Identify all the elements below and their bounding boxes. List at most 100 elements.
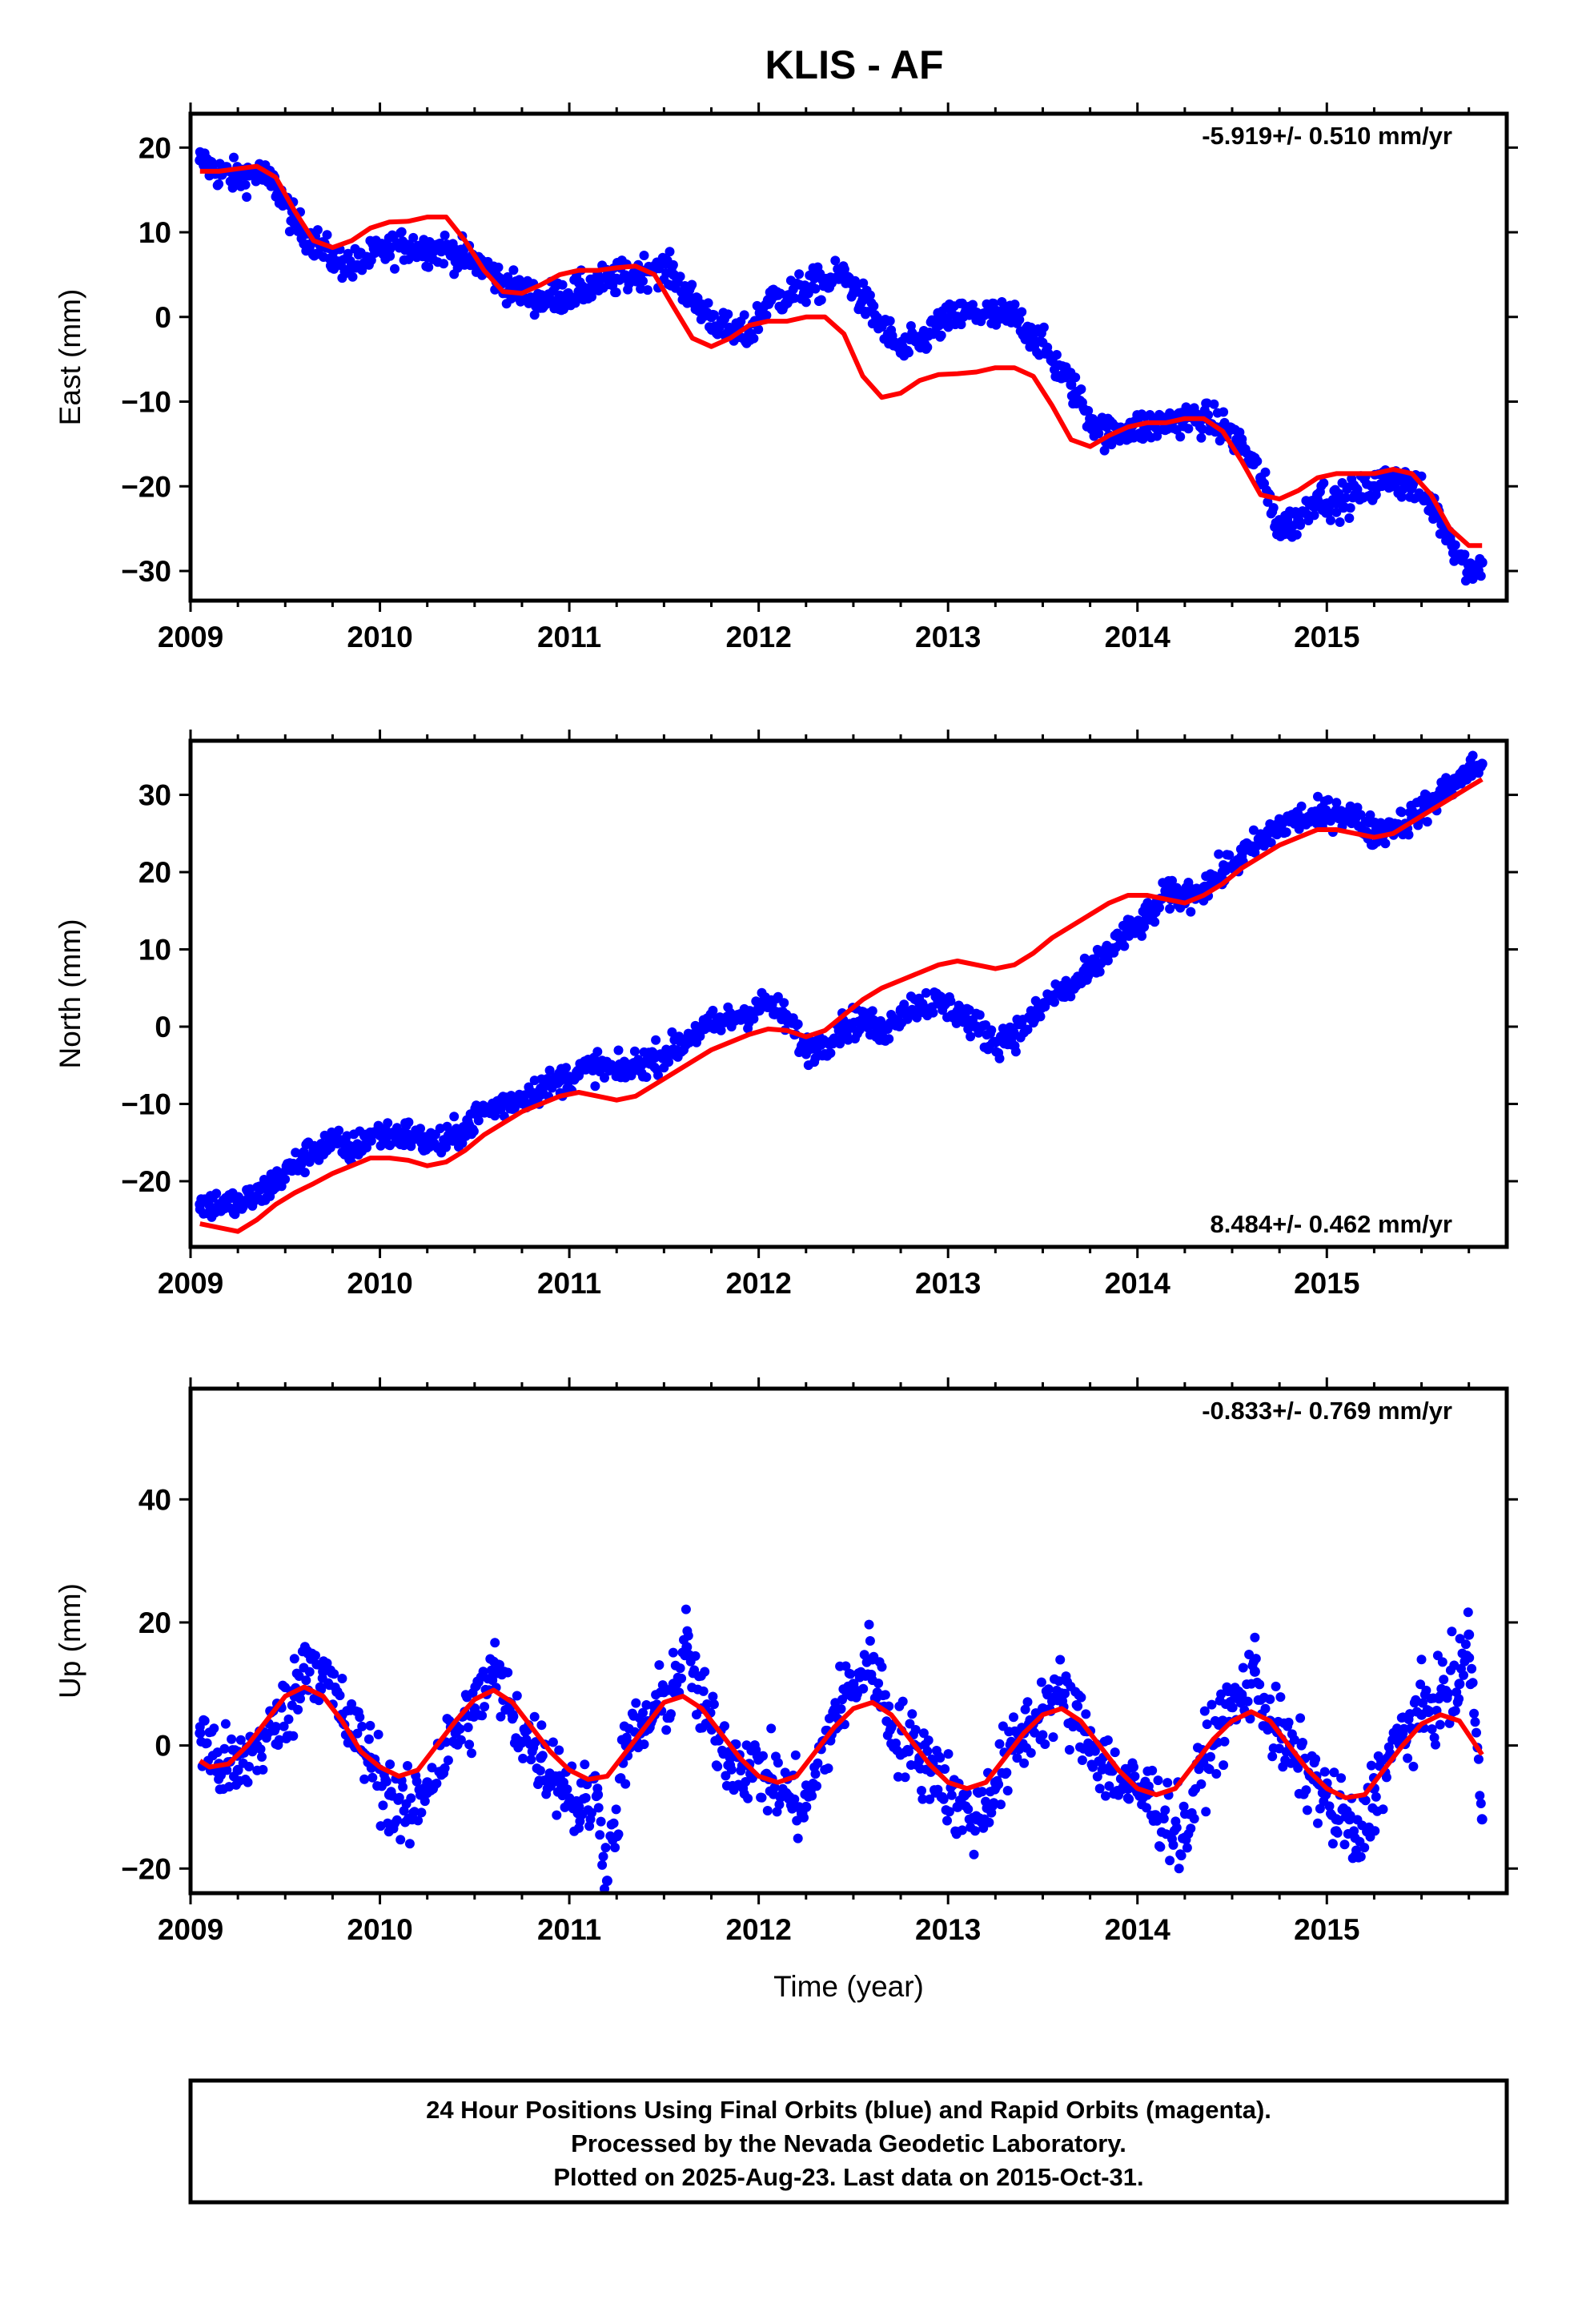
up-data-point — [721, 1771, 731, 1781]
up-frame — [188, 1386, 1509, 1896]
east-y-axis-label: East (mm) — [54, 289, 86, 426]
up-data-point — [1227, 1703, 1238, 1713]
east-data-point — [1175, 432, 1186, 442]
up-data-point — [496, 1711, 506, 1722]
east-data-point — [723, 309, 733, 320]
north-data-point — [966, 1031, 976, 1042]
up-data-point — [600, 1884, 609, 1893]
up-data-point — [295, 1694, 305, 1704]
up-data-point — [529, 1711, 540, 1722]
east-data-point — [675, 271, 685, 282]
north-data-point — [1296, 801, 1307, 811]
up-data-point — [935, 1753, 946, 1763]
up-data-point — [918, 1728, 929, 1739]
up-data-point — [391, 1815, 402, 1825]
up-model-line — [199, 1684, 1484, 1800]
up-data-point — [812, 1781, 821, 1791]
up-data-point — [335, 1691, 345, 1701]
up-data-point — [1124, 1794, 1134, 1804]
up-data-point — [922, 1746, 933, 1756]
north-velocity-label: 8.484+/- 0.462 mm/yr — [1211, 1210, 1452, 1238]
north-data-point — [1186, 907, 1196, 917]
up-y-axis-label: Up (mm) — [54, 1583, 86, 1699]
north-y-tick-label: 30 — [139, 779, 171, 812]
up-data-point — [1468, 1678, 1478, 1688]
east-data-point — [1209, 399, 1219, 409]
up-y-tick-label: 0 — [155, 1730, 171, 1763]
up-data-point — [1204, 1764, 1215, 1775]
up-data-point — [1371, 1791, 1381, 1802]
east-data-point — [687, 279, 697, 290]
up-data-point — [864, 1619, 874, 1630]
up-data-point — [227, 1734, 237, 1744]
north-data-point — [230, 1209, 240, 1220]
east-data-point — [1051, 350, 1062, 360]
east-data-point — [1326, 515, 1335, 525]
up-data-point — [526, 1755, 536, 1765]
up-data-point — [488, 1675, 498, 1686]
up-data-point — [587, 1807, 596, 1818]
east-data-point — [936, 330, 946, 340]
north-data-point — [641, 1072, 652, 1082]
up-data-point — [352, 1728, 363, 1739]
north-y-tick-label: 10 — [139, 934, 171, 967]
east-data-point — [801, 297, 811, 308]
up-data-point — [463, 1723, 473, 1732]
up-data-point — [1360, 1795, 1371, 1806]
up-data-point — [1408, 1761, 1419, 1771]
up-data-point — [1030, 1727, 1040, 1738]
north-data-point — [1294, 824, 1304, 834]
up-data-point — [823, 1763, 833, 1774]
east-data-point — [749, 333, 759, 344]
north-data-point — [600, 1072, 609, 1083]
up-data-point — [917, 1786, 926, 1795]
up-data-point — [381, 1776, 391, 1787]
north-x-tick-label: 2012 — [725, 1267, 791, 1300]
east-data-point — [1010, 300, 1020, 310]
up-data-point — [427, 1763, 437, 1773]
up-data-point — [202, 1738, 212, 1748]
up-data-point — [858, 1683, 869, 1694]
north-data-point — [653, 1070, 663, 1080]
time-axis-label: Time (year) — [773, 1970, 924, 2003]
up-data-point — [464, 1739, 475, 1750]
up-data-point — [675, 1663, 685, 1674]
up-data-point — [813, 1758, 823, 1768]
up-data-point — [1088, 1762, 1098, 1772]
north-x-tick-label: 2013 — [915, 1267, 981, 1300]
up-data-point — [713, 1761, 723, 1771]
up-data-point — [1206, 1751, 1215, 1762]
up-data-point — [1219, 1736, 1230, 1747]
up-data-point — [1012, 1753, 1022, 1763]
north-data-point — [1313, 791, 1323, 802]
up-data-point — [1399, 1723, 1409, 1734]
up-data-point — [1055, 1655, 1066, 1665]
up-data-point — [1447, 1626, 1457, 1637]
up-data-point — [661, 1725, 672, 1735]
up-data-point — [1427, 1724, 1437, 1735]
up-data-point — [243, 1777, 253, 1787]
east-data-point — [638, 276, 648, 286]
up-data-point — [1077, 1755, 1087, 1765]
north-data-point — [291, 1148, 301, 1158]
up-data-point — [467, 1748, 476, 1759]
up-x-tick-label: 2009 — [158, 1913, 223, 1946]
up-y-tick-label: 40 — [139, 1483, 171, 1516]
north-x-tick-label: 2009 — [158, 1267, 223, 1300]
up-data-point — [394, 1792, 404, 1803]
up-data-point — [720, 1721, 729, 1731]
up-data-point — [1244, 1650, 1255, 1659]
up-data-point — [861, 1657, 872, 1667]
up-data-point — [593, 1803, 604, 1813]
north-data-point — [1137, 931, 1147, 941]
up-data-point — [692, 1710, 701, 1720]
up-data-point — [1311, 1754, 1321, 1764]
up-data-point — [666, 1709, 676, 1719]
east-data-point — [508, 265, 519, 275]
up-data-point — [1315, 1803, 1325, 1814]
up-data-point — [938, 1794, 949, 1804]
up-data-point — [638, 1707, 648, 1718]
east-data-point — [1260, 467, 1271, 477]
east-data-point — [775, 288, 785, 299]
